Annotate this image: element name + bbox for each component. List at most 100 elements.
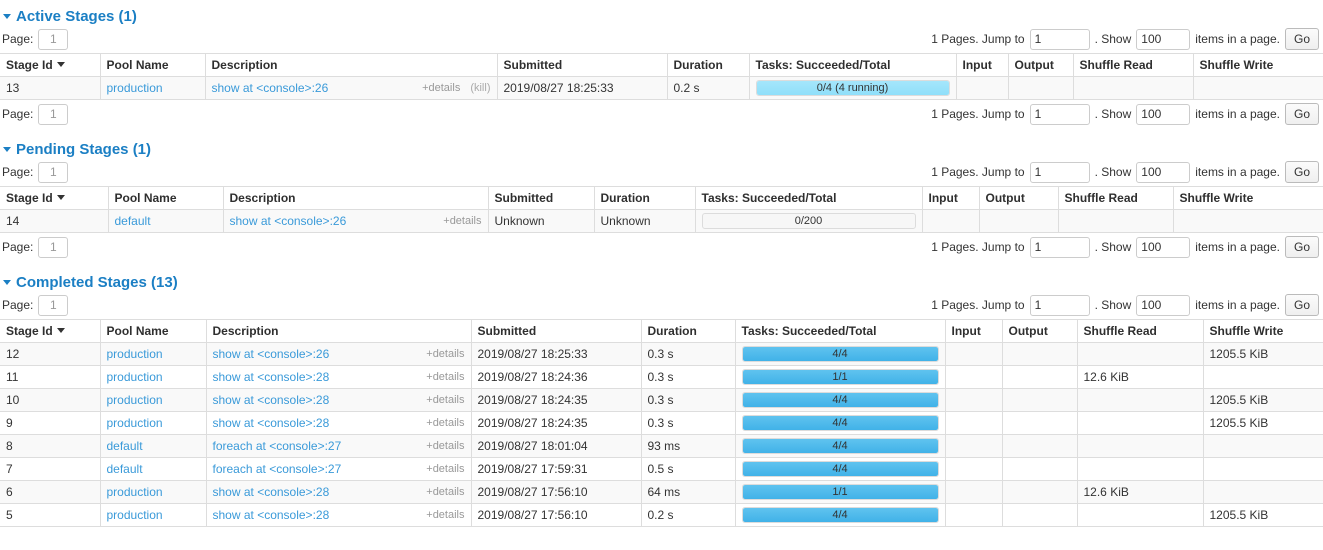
section-header-active-stages[interactable]: Active Stages (1) (0, 9, 1323, 25)
col-stage-id[interactable]: Stage Id (0, 319, 101, 344)
col-description[interactable]: Description (205, 53, 498, 78)
col-duration[interactable]: Duration (667, 53, 750, 78)
col-shuffle-write[interactable]: Shuffle Write (1193, 53, 1323, 78)
section-header-pending-stages[interactable]: Pending Stages (1) (0, 142, 1323, 158)
pool-name-link[interactable]: production (106, 370, 163, 385)
page-input[interactable] (38, 103, 69, 125)
stage-description-link[interactable]: show at <console>:28 (212, 508, 330, 523)
stage-description-link[interactable]: show at <console>:28 (212, 416, 330, 431)
cell-duration: 0.2 s (667, 76, 750, 101)
page-input[interactable] (38, 236, 69, 258)
jump-to-input[interactable] (1029, 294, 1090, 316)
task-progress-bar: 1/1 (741, 484, 939, 501)
col-pool-name[interactable]: Pool Name (100, 319, 207, 344)
col-tasks[interactable]: Tasks: Succeeded/Total (695, 186, 923, 211)
go-button[interactable]: Go (1284, 236, 1319, 259)
col-input[interactable]: Input (922, 186, 980, 211)
stage-description-link[interactable]: foreach at <console>:27 (212, 439, 342, 454)
pages-count-text: 1 Pages. Jump to (931, 165, 1025, 180)
col-submitted[interactable]: Submitted (497, 53, 668, 78)
col-input[interactable]: Input (956, 53, 1009, 78)
task-progress-bar: 4/4 (741, 507, 939, 524)
jump-to-input[interactable] (1029, 161, 1090, 183)
page-size-input[interactable] (1136, 161, 1191, 183)
col-shuffle-read[interactable]: Shuffle Read (1073, 53, 1194, 78)
jump-to-input[interactable] (1029, 28, 1090, 50)
progress-label: 4/4 (832, 417, 848, 430)
col-submitted[interactable]: Submitted (488, 186, 595, 211)
stage-description-link[interactable]: show at <console>:28 (212, 485, 330, 500)
page-input[interactable] (38, 28, 69, 50)
stage-description-link[interactable]: show at <console>:26 (229, 214, 347, 229)
go-button[interactable]: Go (1284, 103, 1319, 126)
cell-submitted: 2019/08/27 17:56:10 (471, 503, 642, 528)
details-toggle[interactable]: +details (426, 486, 465, 499)
stages-page: Active Stages (1) Page: 1 Pages. Jump to… (0, 9, 1323, 528)
cell-pool-name: production (100, 480, 207, 505)
col-shuffle-read[interactable]: Shuffle Read (1077, 319, 1204, 344)
col-stage-id[interactable]: Stage Id (0, 53, 101, 78)
details-toggle[interactable]: +details (426, 348, 465, 361)
cell-submitted: 2019/08/27 17:56:10 (471, 480, 642, 505)
pool-name-link[interactable]: production (106, 81, 163, 96)
pending-stages-table: Stage Id Pool Name Description Submitted… (0, 186, 1323, 234)
pool-name-link[interactable]: production (106, 416, 163, 431)
col-tasks[interactable]: Tasks: Succeeded/Total (735, 319, 946, 344)
cell-duration: 0.5 s (641, 457, 736, 482)
col-input[interactable]: Input (945, 319, 1003, 344)
pool-name-link[interactable]: default (114, 214, 151, 229)
jump-to-input[interactable] (1029, 236, 1090, 258)
pool-name-link[interactable]: production (106, 393, 163, 408)
pool-name-link[interactable]: production (106, 508, 163, 523)
pool-name-link[interactable]: production (106, 347, 163, 362)
col-output[interactable]: Output (979, 186, 1059, 211)
col-description[interactable]: Description (206, 319, 472, 344)
details-toggle[interactable]: +details (443, 215, 482, 228)
col-pool-name[interactable]: Pool Name (100, 53, 206, 78)
cell-input (956, 76, 1009, 101)
section-header-completed-stages[interactable]: Completed Stages (13) (0, 275, 1323, 291)
details-toggle[interactable]: +details (422, 82, 461, 95)
page-size-input[interactable] (1136, 28, 1191, 50)
col-shuffle-write[interactable]: Shuffle Write (1173, 186, 1323, 211)
page-size-input[interactable] (1136, 103, 1191, 125)
details-toggle[interactable]: +details (426, 371, 465, 384)
pages-count-text: 1 Pages. Jump to (931, 32, 1025, 47)
col-output[interactable]: Output (1008, 53, 1074, 78)
stage-description-link[interactable]: show at <console>:28 (212, 393, 330, 408)
page-label: Page: (2, 240, 34, 255)
col-tasks[interactable]: Tasks: Succeeded/Total (749, 53, 957, 78)
col-shuffle-write[interactable]: Shuffle Write (1203, 319, 1323, 344)
go-button[interactable]: Go (1284, 161, 1319, 184)
stage-description-link[interactable]: show at <console>:28 (212, 370, 330, 385)
jump-to-input[interactable] (1029, 103, 1090, 125)
col-submitted[interactable]: Submitted (471, 319, 642, 344)
col-description[interactable]: Description (223, 186, 489, 211)
col-output[interactable]: Output (1002, 319, 1078, 344)
details-toggle[interactable]: +details (426, 417, 465, 430)
col-stage-id[interactable]: Stage Id (0, 186, 109, 211)
pool-name-link[interactable]: default (106, 439, 143, 454)
pool-name-link[interactable]: production (106, 485, 163, 500)
details-toggle[interactable]: +details (426, 394, 465, 407)
col-duration[interactable]: Duration (641, 319, 736, 344)
details-toggle[interactable]: +details (426, 509, 465, 522)
pool-name-link[interactable]: default (106, 462, 143, 477)
page-size-input[interactable] (1136, 294, 1191, 316)
page-input[interactable] (38, 161, 69, 183)
col-pool-name[interactable]: Pool Name (108, 186, 224, 211)
stage-description-link[interactable]: foreach at <console>:27 (212, 462, 342, 477)
stage-description-link[interactable]: show at <console>:26 (212, 347, 330, 362)
col-duration[interactable]: Duration (594, 186, 696, 211)
details-toggle[interactable]: +details (426, 440, 465, 453)
col-shuffle-read[interactable]: Shuffle Read (1058, 186, 1174, 211)
page-size-input[interactable] (1136, 236, 1191, 258)
kill-stage-link[interactable]: (kill) (470, 82, 491, 95)
cell-duration: 0.2 s (641, 503, 736, 528)
page-input[interactable] (38, 294, 69, 316)
go-button[interactable]: Go (1284, 28, 1319, 51)
details-toggle[interactable]: +details (426, 463, 465, 476)
go-button[interactable]: Go (1284, 294, 1319, 317)
stage-description-link[interactable]: show at <console>:26 (211, 81, 329, 96)
cell-pool-name: production (100, 388, 207, 413)
